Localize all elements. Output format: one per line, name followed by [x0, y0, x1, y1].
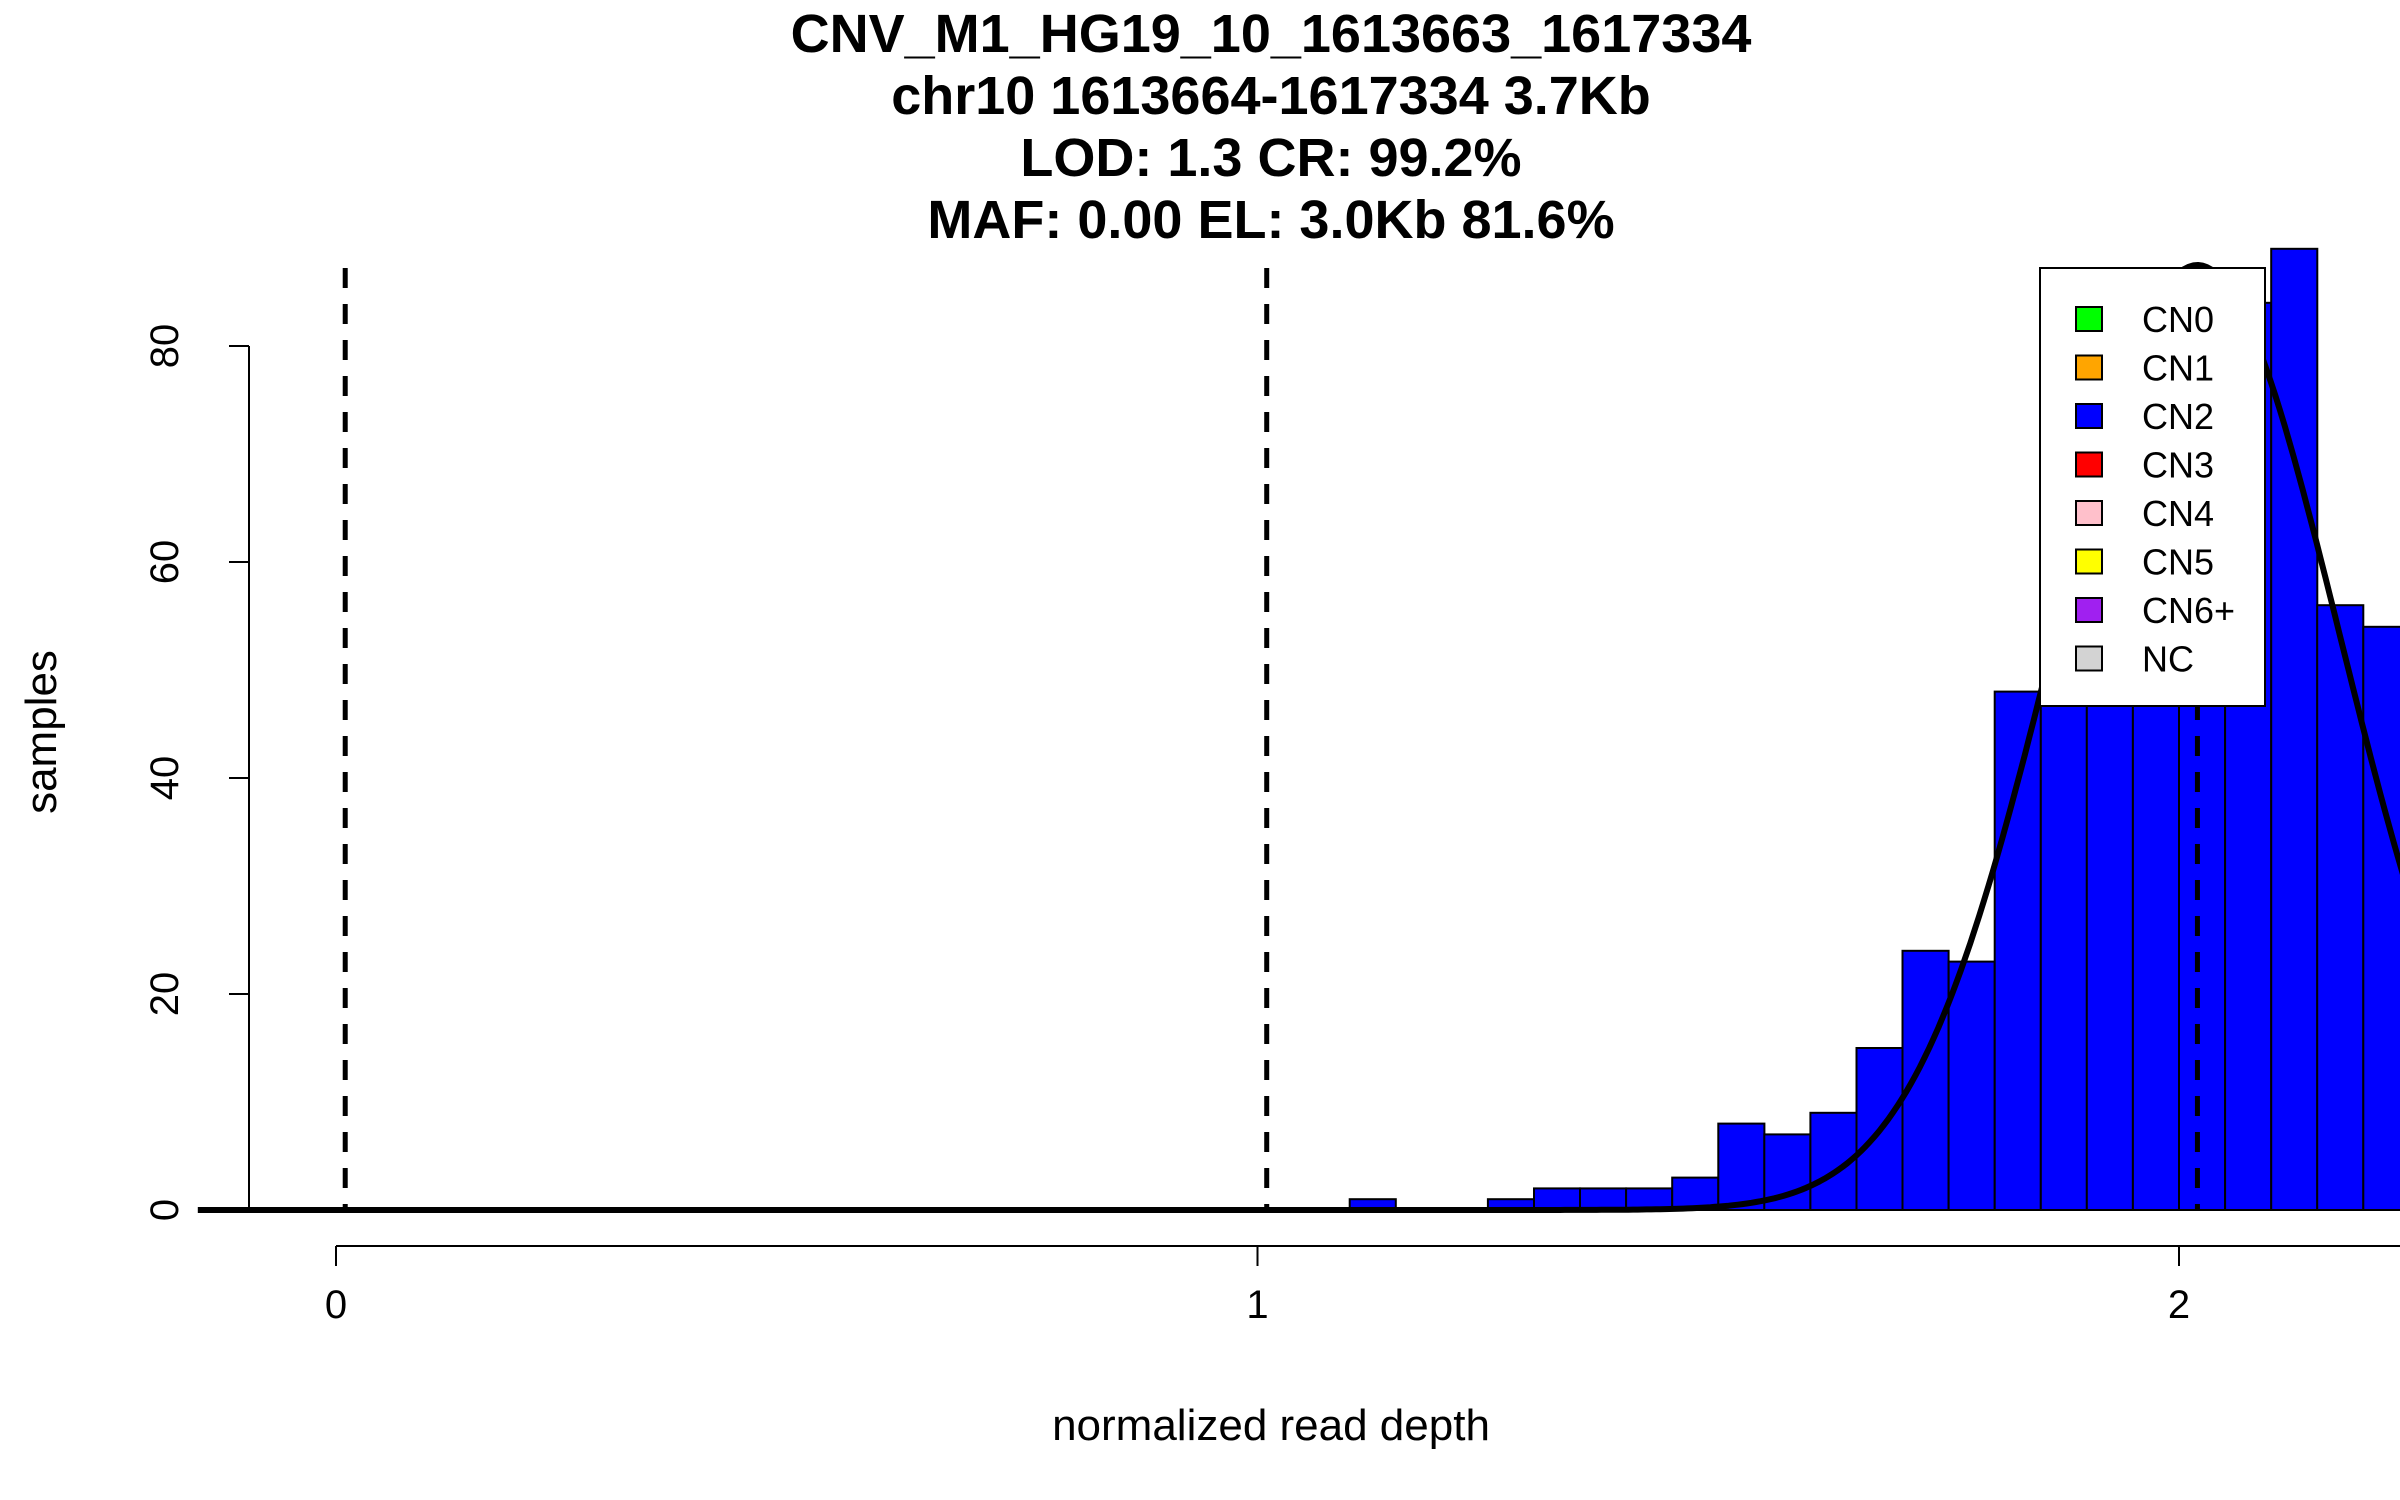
x-tick-label: 1	[1246, 1283, 1268, 1327]
x-tick-label: 2	[2168, 1283, 2190, 1327]
legend-label: NC	[2142, 639, 2194, 680]
y-tick-label: 20	[143, 972, 187, 1017]
chart-title: CNV_M1_HG19_10_1613663_1617334 chr10 161…	[791, 4, 1752, 250]
x-tick-label: 0	[325, 1283, 347, 1327]
histogram-bar	[2270, 247, 2319, 1212]
legend-swatch	[2075, 548, 2103, 575]
legend-swatch	[2075, 354, 2103, 381]
title-line-3: LOD: 1.3 CR: 99.2%	[1020, 128, 1521, 188]
legend-swatch	[2075, 306, 2103, 332]
legend-label: CN0	[2142, 299, 2214, 340]
histogram-bar	[2362, 625, 2400, 1211]
y-tick-label: 80	[143, 324, 187, 369]
legend-label: CN2	[2142, 396, 2214, 437]
legend-label: CN1	[2142, 348, 2214, 389]
histogram-bar	[1717, 1122, 1766, 1211]
legend-box	[2039, 267, 2266, 707]
title-line-1: CNV_M1_HG19_10_1613663_1617334	[791, 4, 1752, 64]
histogram-bar	[1993, 690, 2042, 1211]
legend-swatch	[2075, 645, 2103, 672]
title-line-4: MAF: 0.00 EL: 3.0Kb 81.6%	[927, 190, 1614, 250]
legend-label: CN6+	[2142, 590, 2235, 631]
legend-swatch	[2075, 597, 2103, 623]
y-axis: 0 20 40 60 80	[143, 324, 250, 1221]
y-axis-title: samples	[17, 650, 66, 814]
x-axis: 01234	[325, 1245, 2400, 1327]
legend: CN0 CN1 CN2 CN3 CN4 CN5 CN6+ NC	[2039, 267, 2266, 707]
x-axis-title: normalized read depth	[1052, 1401, 1490, 1450]
y-tick-label: 40	[143, 756, 187, 801]
y-tick-label: 60	[143, 540, 187, 585]
histogram-bar	[1947, 960, 1996, 1211]
legend-swatch	[2075, 403, 2103, 429]
histogram-bar	[1533, 1187, 1582, 1212]
legend-label: CN4	[2142, 493, 2214, 534]
y-tick-label: 0	[143, 1199, 187, 1221]
legend-label: CN5	[2142, 542, 2214, 583]
legend-swatch	[2075, 500, 2103, 526]
title-line-2: chr10 1613664-1617334 3.7Kb	[891, 66, 1651, 126]
legend-label: CN3	[2142, 445, 2214, 486]
legend-swatch	[2075, 451, 2103, 478]
